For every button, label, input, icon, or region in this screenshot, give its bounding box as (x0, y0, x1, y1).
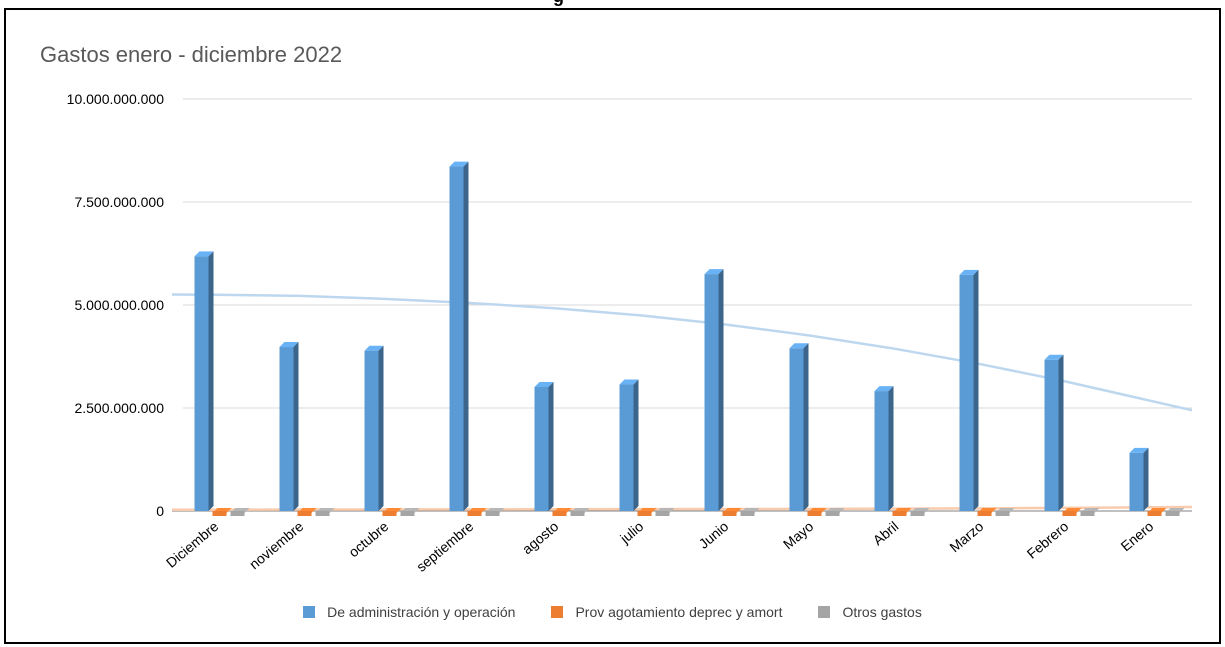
chart-title: Gastos enero - diciembre 2022 (40, 42, 343, 67)
bar-side-0 (888, 386, 894, 511)
bar-side-0 (378, 345, 384, 511)
x-tick-label: Febrero (1024, 518, 1072, 562)
bar-side-0 (633, 379, 639, 511)
legend-swatch-otros (818, 606, 831, 618)
bar-2 (995, 511, 1010, 516)
bar-top-0 (449, 161, 469, 167)
y-tick-label: 7.500.000.000 (74, 194, 164, 210)
bar-1 (467, 511, 482, 516)
bar-1 (212, 511, 227, 516)
bar-0 (1044, 359, 1059, 511)
x-tick-label: Marzo (946, 518, 986, 555)
legend-swatch-prov (551, 606, 564, 618)
bar-0 (364, 350, 379, 511)
bar-top-0 (364, 345, 384, 351)
bar-1 (637, 511, 652, 516)
bar-top-0 (619, 379, 639, 385)
trendline-0 (171, 293, 1193, 412)
bar-1 (552, 511, 567, 516)
bar-top-0 (279, 342, 299, 348)
bar-top-0 (959, 269, 979, 275)
bar-2 (740, 511, 755, 516)
bar-top-0 (874, 386, 894, 392)
page-title-fragment: g (553, 0, 564, 7)
legend: De administración y operación Prov agota… (0, 604, 1225, 620)
bar-1 (297, 511, 312, 516)
bar-1 (382, 511, 397, 516)
x-tick-label: Junio (696, 518, 732, 552)
bar-side-0 (1143, 447, 1149, 511)
bar-1 (1062, 511, 1077, 516)
bar-side-0 (1058, 354, 1064, 511)
x-tick-label: Diciembre (163, 518, 222, 571)
bar-side-0 (293, 342, 299, 511)
bar-0 (194, 256, 209, 511)
x-tick-label: noviembre (246, 518, 307, 572)
bar-top-0 (194, 251, 214, 257)
x-tick-label: Abril (870, 518, 902, 548)
bar-2 (570, 511, 585, 516)
bar-2 (825, 511, 840, 516)
x-tick-label: octubre (345, 518, 391, 560)
bar-2 (655, 511, 670, 516)
legend-item-admin: De administración y operación (303, 604, 515, 620)
bar-1 (807, 511, 822, 516)
bar-0 (704, 274, 719, 511)
bar-side-0 (718, 269, 724, 511)
y-tick-label: 0 (156, 503, 164, 519)
bar-side-0 (463, 161, 469, 511)
bar-2 (910, 511, 925, 516)
bar-2 (1165, 511, 1180, 516)
bar-top-0 (534, 381, 554, 387)
bar-2 (315, 511, 330, 516)
bar-1 (1147, 511, 1162, 516)
bar-side-0 (548, 381, 554, 511)
legend-swatch-admin (303, 606, 316, 618)
bar-0 (534, 386, 549, 511)
x-tick-label: julio (616, 518, 646, 547)
bar-side-0 (973, 269, 979, 511)
x-tick-label: agosto (519, 518, 562, 557)
legend-label-prov: Prov agotamiento deprec y amort (575, 604, 783, 620)
bar-0 (789, 348, 804, 511)
x-tick-label: Mayo (780, 518, 817, 552)
bar-1 (722, 511, 737, 516)
bar-0 (619, 384, 634, 511)
bar-1 (892, 511, 907, 516)
legend-label-admin: De administración y operación (327, 604, 516, 620)
x-tick-label: septiembre (413, 518, 477, 575)
bar-0 (959, 274, 974, 511)
bar-top-0 (704, 269, 724, 275)
legend-item-otros: Otros gastos (818, 604, 922, 620)
x-tick-label: Enero (1118, 518, 1157, 554)
bar-side-0 (803, 343, 809, 511)
bar-top-0 (789, 343, 809, 349)
bar-1 (977, 511, 992, 516)
bar-top-0 (1129, 447, 1149, 453)
bar-2 (230, 511, 245, 516)
bar-2 (485, 511, 500, 516)
bar-0 (874, 391, 889, 511)
bar-2 (400, 511, 415, 516)
y-tick-label: 10.000.000.000 (67, 91, 165, 107)
y-tick-label: 2.500.000.000 (74, 400, 164, 416)
bar-top-0 (1044, 354, 1064, 360)
bar-0 (449, 166, 464, 511)
legend-item-prov: Prov agotamiento deprec y amort (551, 604, 782, 620)
legend-label-otros: Otros gastos (842, 604, 922, 620)
bar-2 (1080, 511, 1095, 516)
bar-side-0 (208, 251, 214, 511)
y-tick-label: 5.000.000.000 (74, 297, 164, 313)
bar-0 (1129, 452, 1144, 511)
bar-0 (279, 347, 294, 511)
